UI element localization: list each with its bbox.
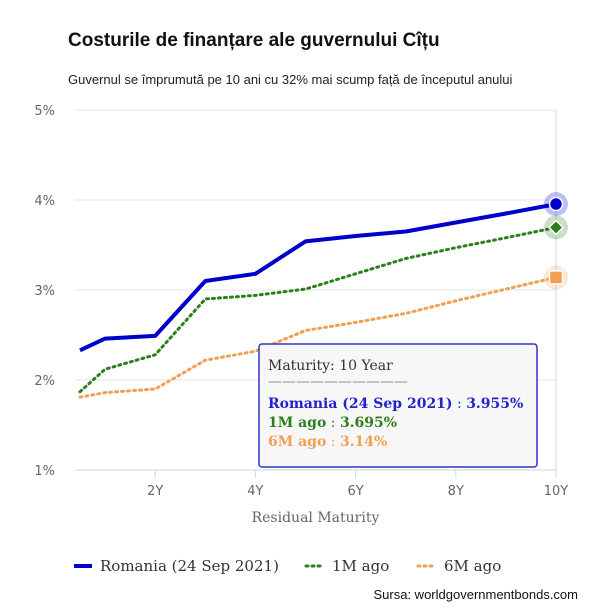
legend-label: Romania (24 Sep 2021) [100,557,279,575]
x-tick-label: 8Y [448,484,464,499]
tooltip-header: Maturity: 10 Year [268,358,393,374]
legend-label: 6M ago [444,557,501,575]
legend-item-2[interactable]: 6M ago [416,557,501,575]
y-axis-ticks: 1% 2% 3% 4% 5% [34,104,55,479]
y-tick-label: 1% [34,464,55,479]
tooltip-row-value: 3.695% [340,415,397,431]
tooltip-box [258,343,538,468]
tooltip-row-name: 6M ago [268,434,326,450]
tooltip-separator: —————————— [268,374,408,390]
tooltip: Maturity: 10 Year —————————— Romania (24… [258,343,538,468]
hover-markers[interactable] [544,192,568,290]
tooltip-row: Romania (24 Sep 2021) : 3.955% [268,396,523,412]
chart-title: Costurile de finanțare ale guvernului Cî… [68,30,440,51]
y-tick-label: 4% [34,194,55,209]
tooltip-row: 1M ago : 3.695% [268,415,397,431]
tooltip-row-name: Romania (24 Sep 2021) [268,396,453,412]
x-tick-label: 2Y [147,484,163,499]
legend[interactable]: Romania (24 Sep 2021) 1M ago 6M ago [74,557,501,575]
tooltip-header-key: Maturity [268,358,330,374]
marker-square[interactable] [548,270,564,285]
tooltip-header-value: 10 Year [339,358,393,374]
marker-diamond[interactable] [547,219,565,236]
tooltip-row-value: 3.14% [340,434,387,450]
series-lines[interactable] [78,202,558,399]
y-tick-label: 2% [34,374,55,389]
series-line-0[interactable] [79,202,557,353]
x-tick-label: 10Y [544,484,569,499]
x-tick-label: 4Y [247,484,263,499]
legend-label: 1M ago [332,557,389,575]
marker-circle[interactable] [548,196,564,212]
series-line-1[interactable] [78,226,558,394]
legend-item-1[interactable]: 1M ago [304,557,389,575]
tooltip-row-value: 3.955% [466,396,523,412]
tooltip-row: 6M ago : 3.14% [268,434,387,450]
x-axis-title: Residual Maturity [252,510,380,526]
x-axis: 2Y 4Y 6Y 8Y 10Y [75,110,568,499]
x-tick-label: 6Y [347,484,363,499]
y-tick-label: 3% [34,284,55,299]
source-credit: Sursa: worldgovernmentbonds.com [373,587,579,602]
series-line-2[interactable] [78,275,558,399]
y-tick-label: 5% [34,104,55,119]
chart-subtitle: Guvernul se împrumută pe 10 ani cu 32% m… [68,72,513,87]
legend-item-0[interactable]: Romania (24 Sep 2021) [74,557,279,575]
tooltip-row-name: 1M ago [268,415,326,431]
